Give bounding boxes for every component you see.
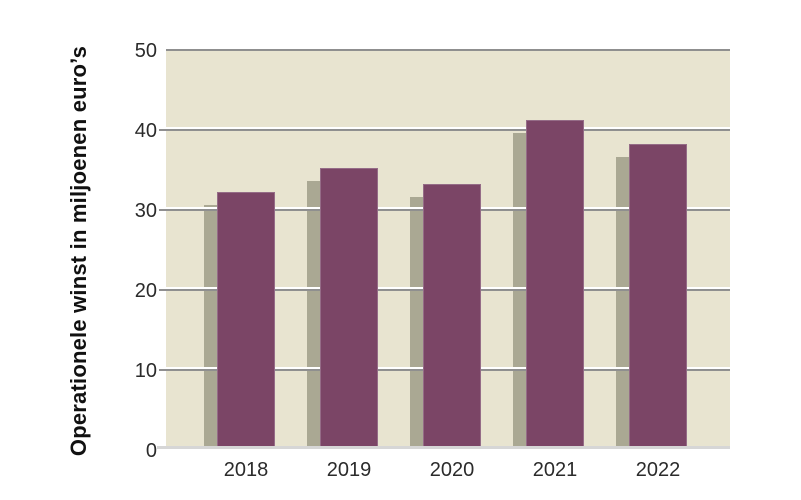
x-tick-label-2021: 2021: [532, 459, 578, 481]
y-tick-label-10: 10: [134, 360, 157, 382]
gridline-gray-50: [166, 49, 730, 51]
y-tick-mark-40: [159, 129, 166, 131]
bar-2021: [526, 120, 584, 448]
gridline-50: [166, 47, 730, 51]
x-axis-baseline: [157, 446, 730, 449]
y-tick-label-40: 40: [134, 120, 157, 142]
y-tick-mark-30: [159, 209, 166, 211]
plot-area: [159, 47, 730, 448]
gridline-40: [166, 127, 730, 131]
gridline-white-50: [166, 47, 730, 49]
bar-2018: [217, 192, 275, 448]
y-tick-label-50: 50: [134, 40, 157, 62]
gridline-gray-40: [166, 129, 730, 131]
bar-2019: [320, 168, 378, 448]
y-tick-mark-20: [159, 289, 166, 291]
bar-2022: [629, 144, 687, 448]
gridline-white-40: [166, 127, 730, 129]
x-tick-label-2019: 2019: [326, 459, 372, 481]
y-tick-mark-10: [159, 369, 166, 371]
y-tick-label-20: 20: [134, 280, 157, 302]
y-tick-label-30: 30: [134, 200, 157, 222]
y-axis-title: Operationele winst in miljoenen euro’s: [66, 45, 91, 457]
x-tick-label-2020: 2020: [429, 459, 475, 481]
bar-2020: [423, 184, 481, 448]
x-tick-label-2022: 2022: [635, 459, 681, 481]
x-tick-label-2018: 2018: [223, 459, 269, 481]
y-tick-label-0: 0: [145, 440, 157, 462]
